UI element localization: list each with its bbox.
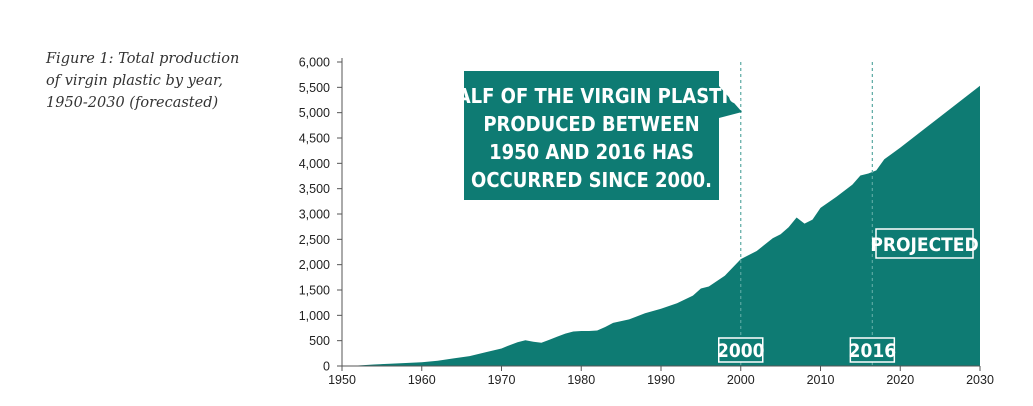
caption-line: 1950-2030 (forecasted) — [46, 95, 219, 111]
y-tick-label: 2,000 — [299, 258, 330, 272]
y-tick-label: 0 — [323, 360, 330, 374]
production-area — [342, 85, 980, 367]
projected-label: PROJECTED — [870, 234, 978, 256]
y-tick-label: 3,000 — [299, 208, 330, 222]
callout-box — [464, 71, 719, 200]
callout-line: HALF OF THE VIRGIN PLASTIC — [442, 84, 742, 108]
x-tick-label: 1990 — [647, 373, 675, 387]
x-tick-label: 2020 — [886, 373, 914, 387]
x-tick-label: 2000 — [727, 373, 755, 387]
y-tick-label: 5,000 — [299, 106, 330, 120]
projected-label-box — [875, 228, 974, 259]
plot-area: 0 500 1,000 1,500 2,000 2,500 3,000 3,500 4,000 4… — [299, 56, 994, 388]
callout-line: 1950 AND 2016 HAS — [489, 140, 694, 164]
figure-caption: Figure 1: Total production of virgin pla… — [46, 48, 276, 114]
y-tick-label: 4,000 — [299, 157, 330, 171]
y-tick-label: 3,500 — [299, 182, 330, 196]
callout-line: PRODUCED BETWEEN — [483, 112, 699, 136]
x-tick-label: 1960 — [408, 373, 436, 387]
y-tick-label: 4,500 — [299, 132, 330, 146]
caption-line: of virgin plastic by year, — [46, 73, 223, 89]
callout-line: OCCURRED SINCE 2000. — [471, 168, 712, 192]
marker-label-2016: 2016 — [849, 340, 897, 362]
x-tick-label: 1950 — [328, 373, 356, 387]
y-tick-label: 6,000 — [299, 56, 330, 70]
marker-label-box-2016 — [849, 337, 896, 363]
y-tick-label: 2,500 — [299, 233, 330, 247]
x-tick-label: 1980 — [567, 373, 595, 387]
callout-pointer — [719, 86, 742, 118]
x-tick-label: 1970 — [488, 373, 516, 387]
y-tick-label: 1,500 — [299, 284, 330, 298]
y-tick-label: 1,000 — [299, 309, 330, 323]
x-tick-label: 2010 — [807, 373, 835, 387]
marker-label-box-2000 — [718, 337, 764, 363]
marker-label-2000: 2000 — [717, 340, 765, 362]
x-tick-label: 2030 — [966, 373, 994, 387]
y-tick-label: 500 — [309, 334, 330, 348]
caption-line: Figure 1: Total production — [46, 51, 240, 67]
y-tick-label: 5,500 — [299, 81, 330, 95]
